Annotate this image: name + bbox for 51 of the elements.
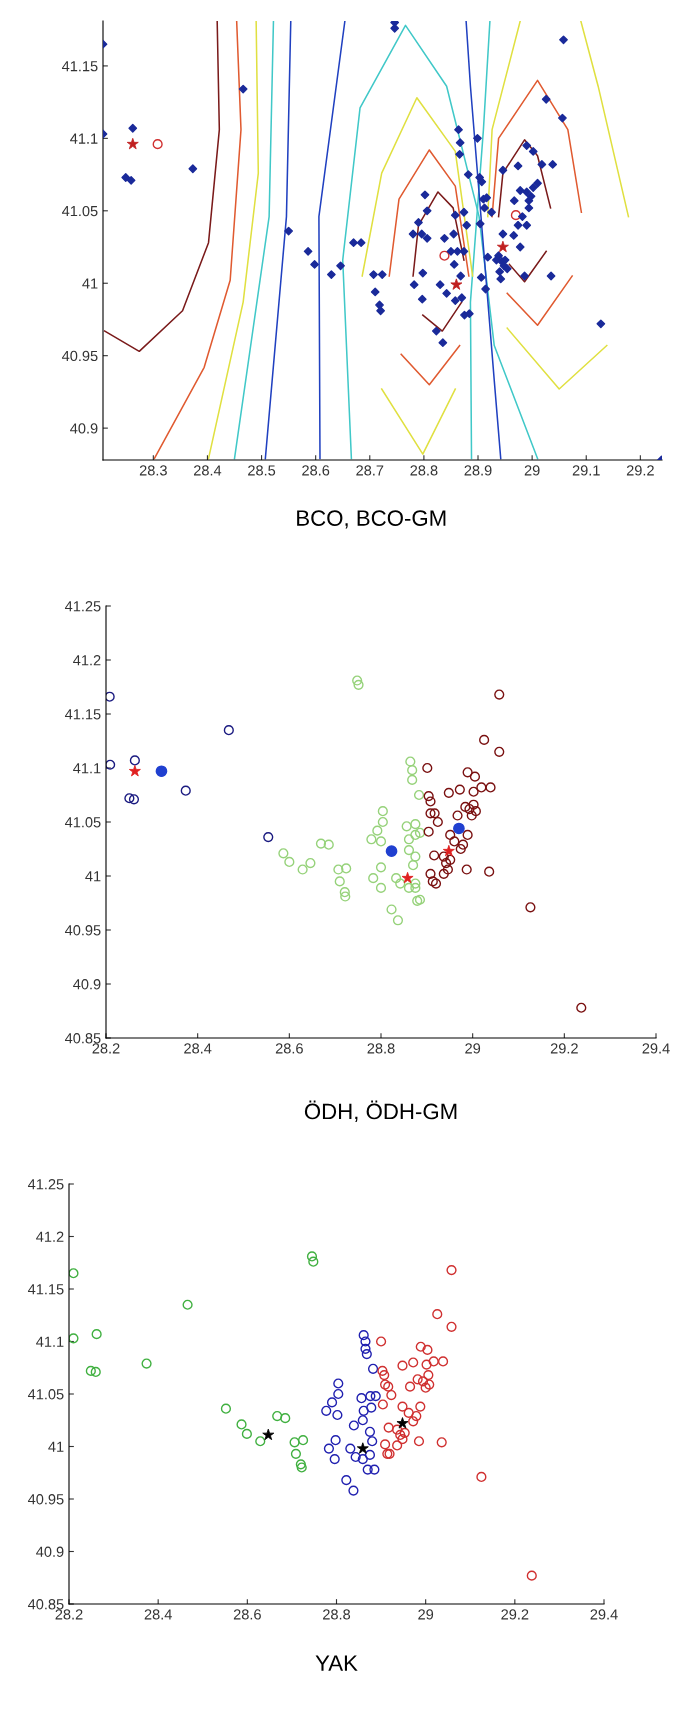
text: ÖDH, ÖDH-GM: [304, 1100, 457, 1122]
x-tick-label: 28.8: [323, 1609, 351, 1620]
x-tick-label: 28.6: [233, 1609, 261, 1620]
y-tick-label: 41.05: [64, 817, 101, 828]
y-tick-label: 41.2: [73, 655, 101, 666]
y-tick-label: 40.9: [73, 979, 101, 990]
x-tick-label: 29: [524, 465, 540, 476]
x-tick-label: 28.4: [144, 1609, 172, 1620]
x-tick-label: 28.2: [92, 1043, 120, 1054]
x-tick-label: 28.7: [356, 465, 384, 476]
y-tick-label: 40.95: [64, 925, 101, 936]
x-tick-label: 28.6: [275, 1043, 303, 1054]
y-tick-label: 41: [48, 1441, 64, 1452]
y-tick-label: 41.15: [64, 709, 101, 720]
text: YAK: [315, 1655, 358, 1671]
y-tick-label: 41.25: [64, 601, 101, 612]
y-tick-label: 41: [85, 871, 101, 882]
x-tick-label: 28.5: [248, 465, 276, 476]
y-tick-label: 40.85: [27, 1599, 64, 1610]
y-tick-label: 41.1: [73, 763, 101, 774]
x-tick-label: 28.8: [367, 1043, 395, 1054]
x-tick-label: 29.4: [590, 1609, 618, 1620]
y-tick-label: 41.05: [61, 205, 98, 217]
x-tick-label: 29.2: [550, 1043, 578, 1054]
x-tick-label: 28.2: [55, 1609, 83, 1620]
y-tick-label: 41.15: [61, 61, 98, 72]
x-tick-label: 28.6: [302, 465, 330, 476]
y-tick-label: 41.15: [27, 1284, 64, 1295]
y-tick-label: 41.1: [36, 1336, 64, 1347]
text: BCO, BCO-GM: [297, 510, 446, 529]
y-tick-label: 41.05: [27, 1389, 64, 1400]
x-tick-label: 28.8: [410, 465, 438, 476]
y-tick-label: 40.85: [64, 1033, 101, 1044]
y-tick-label: 41.25: [27, 1179, 64, 1190]
y-tick-label: 40.95: [27, 1494, 64, 1505]
y-tick-label: 41: [82, 278, 98, 289]
y-tick-label: 40.9: [36, 1546, 64, 1557]
x-tick-label: 29: [465, 1043, 481, 1054]
x-tick-label: 28.3: [139, 465, 167, 476]
x-tick-label: 29: [418, 1609, 434, 1620]
y-tick-label: 40.9: [70, 423, 98, 434]
y-tick-label: 41.2: [36, 1231, 64, 1242]
y-tick-label: 40.95: [61, 350, 98, 362]
x-tick-label: 29.2: [501, 1609, 529, 1620]
y-tick-label: 41.1: [70, 133, 98, 144]
x-tick-label: 29.4: [642, 1043, 670, 1054]
x-tick-label: 29.2: [626, 465, 654, 476]
x-tick-label: 28.4: [184, 1043, 212, 1054]
x-tick-label: 28.4: [193, 465, 222, 476]
x-tick-label: 28.9: [464, 465, 492, 476]
x-tick-label: 29.1: [572, 465, 600, 476]
